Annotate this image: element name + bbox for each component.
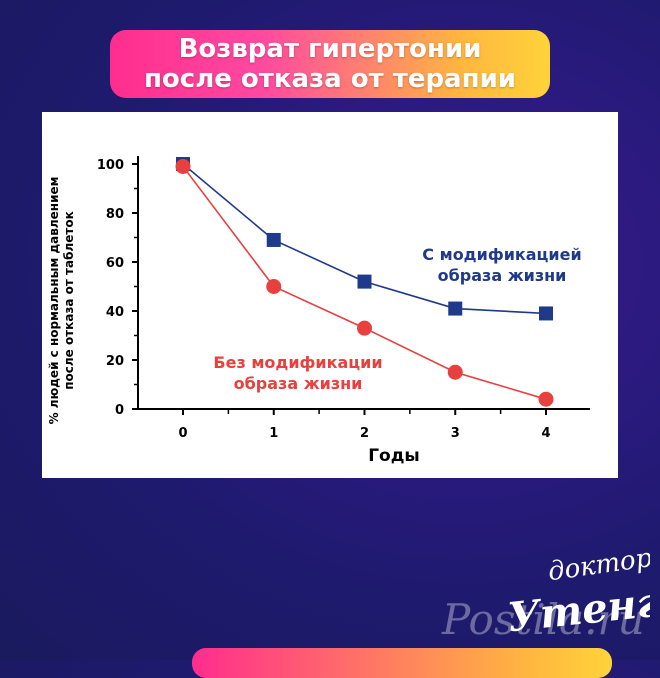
y-tick-label: 80 bbox=[106, 207, 124, 222]
doctor-logo: доктор Утенг bbox=[505, 543, 650, 641]
y-axis-label: % людей с нормальным давлением bbox=[47, 177, 61, 425]
y-tick-label: 20 bbox=[106, 354, 124, 369]
data-point-circle bbox=[538, 391, 554, 407]
data-point-circle bbox=[447, 364, 463, 380]
data-point-circle bbox=[266, 279, 282, 294]
data-point-circle bbox=[357, 320, 372, 336]
x-tick-label: 1 bbox=[269, 426, 278, 441]
y-axis-label: после отказа от таблеток bbox=[62, 211, 76, 390]
y-tick-label: 40 bbox=[106, 305, 124, 320]
series-label: С модификацией bbox=[422, 245, 581, 264]
x-tick-label: 2 bbox=[360, 426, 369, 441]
x-axis-label: Годы bbox=[368, 446, 420, 466]
series-label: Без модификации bbox=[213, 353, 382, 372]
watermark-text: Postila.ru bbox=[441, 595, 645, 644]
data-point-square bbox=[448, 301, 463, 316]
title-banner: Возврат гипертонии после отказа от терап… bbox=[110, 30, 550, 98]
page-title: Возврат гипертонии после отказа от терап… bbox=[143, 34, 517, 94]
series-label: образа жизни bbox=[438, 266, 567, 285]
data-point-square bbox=[539, 306, 553, 321]
postila-watermark: Postila.ru bbox=[441, 595, 645, 644]
data-point-square bbox=[266, 232, 281, 247]
data-point-circle bbox=[175, 158, 191, 174]
line-chart: 0 20 40 60 80 100 0 1 2 3 4 Годы % людей с нормальны… bbox=[47, 156, 590, 466]
y-tick-label: 100 bbox=[97, 158, 124, 173]
x-tick-label: 0 bbox=[178, 426, 187, 441]
bottom-banner bbox=[192, 648, 612, 678]
y-tick-label: 0 bbox=[115, 403, 124, 418]
x-tick-label: 3 bbox=[451, 426, 460, 441]
data-point-square bbox=[357, 274, 372, 289]
series-label: образа жизни bbox=[234, 374, 363, 393]
y-tick-label: 60 bbox=[106, 256, 124, 271]
x-tick-label: 4 bbox=[541, 426, 550, 441]
chart-card: 0 20 40 60 80 100 0 1 2 3 4 Годы % людей с нормальны… bbox=[42, 112, 618, 478]
